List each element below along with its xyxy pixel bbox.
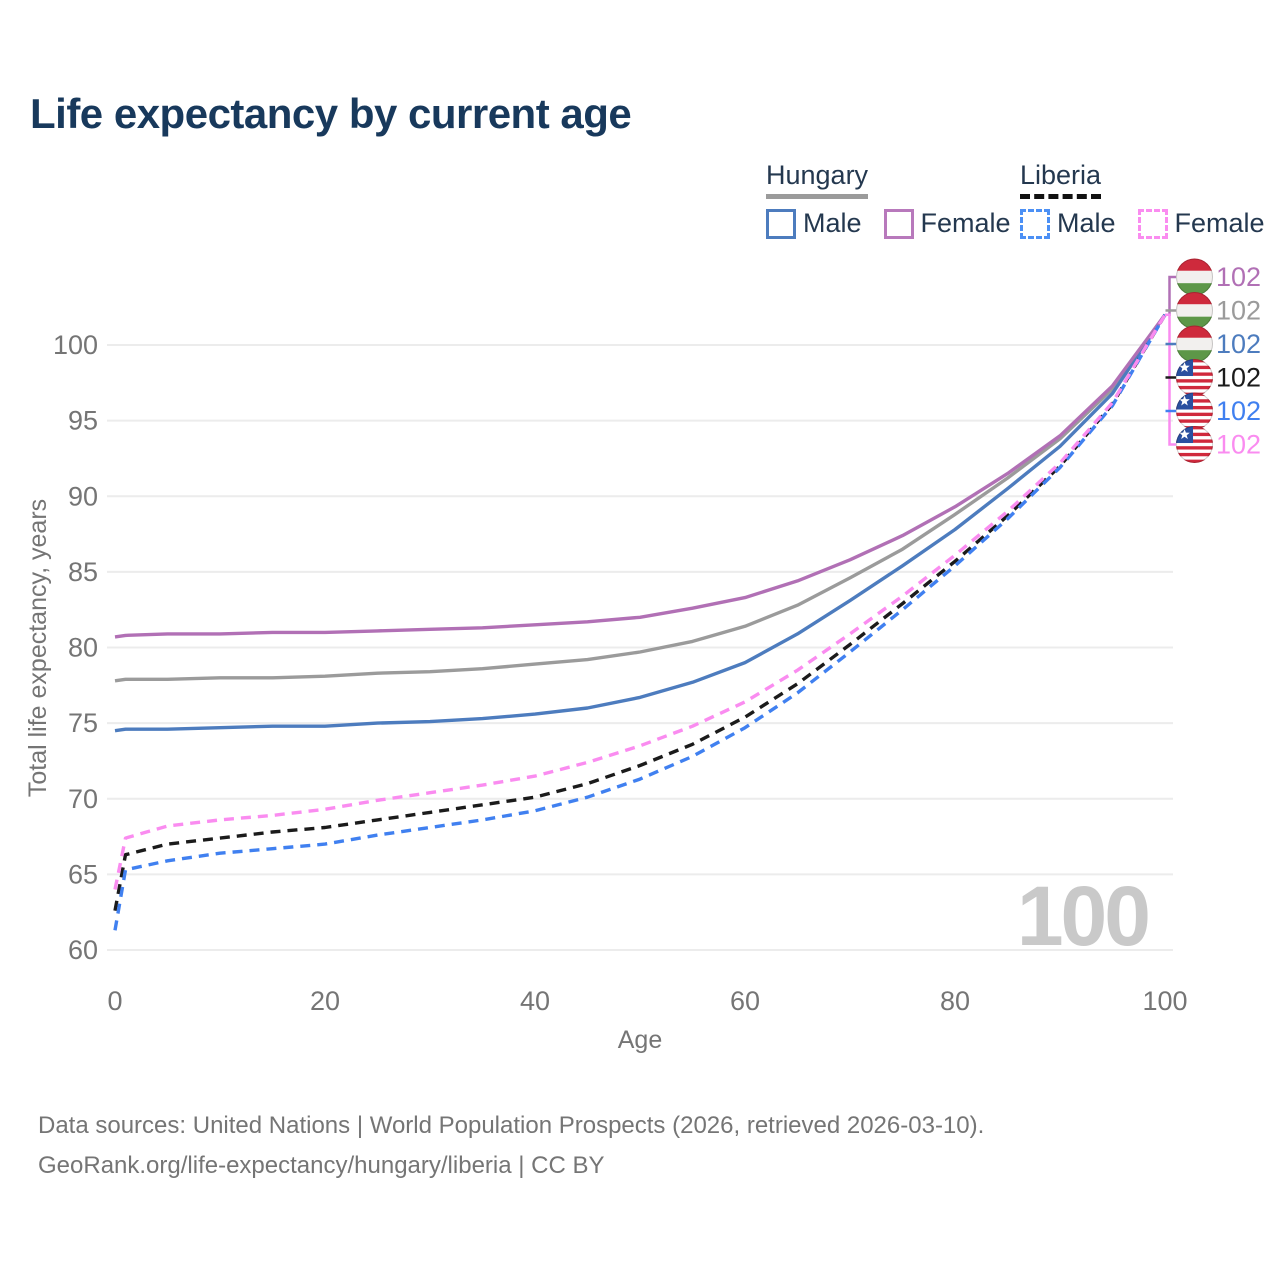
legend-group-hungary: Hungary Male Female xyxy=(766,160,1011,239)
end-label-hungary-female: 102 xyxy=(1216,262,1261,292)
y-tick-label-70: 70 xyxy=(68,784,98,814)
legend-swatch-liberia-female-icon xyxy=(1137,208,1168,239)
legend-label-hungary-male: Male xyxy=(803,208,862,238)
page-title: Life expectancy by current age xyxy=(30,90,632,137)
series-line-hungary-male xyxy=(114,313,1167,733)
flag-border xyxy=(1176,426,1213,463)
legend-group-liberia: Liberia Male Female xyxy=(1020,160,1265,239)
x-tick-label-60: 60 xyxy=(730,986,760,1016)
legend-swatch-hungary-male-icon xyxy=(766,208,796,239)
age-counter-watermark: 100 xyxy=(1016,869,1151,963)
footer: Data sources: United Nations | World Pop… xyxy=(38,1106,1188,1186)
flag-hungary-icon xyxy=(1176,325,1213,363)
y-tick-label-65: 65 xyxy=(68,859,98,889)
series-line-hungary-female xyxy=(114,313,1167,639)
end-label-liberia-total: 102 xyxy=(1216,363,1261,393)
legend-item-hungary-male[interactable]: Male xyxy=(766,208,862,239)
flag-hungary-icon xyxy=(1176,258,1213,296)
y-tick-label-80: 80 xyxy=(68,633,98,663)
series-line-hungary-total xyxy=(114,313,1167,683)
end-bracket-bottom xyxy=(1165,313,1176,446)
legend-label-liberia-male: Male xyxy=(1057,208,1116,238)
legend-country-hungary: Hungary xyxy=(766,160,869,199)
legend-label-hungary-female: Female xyxy=(920,208,1011,238)
legend-swatch-liberia-male-icon xyxy=(1020,208,1050,239)
y-axis-title: Total life expectancy, years xyxy=(24,499,52,797)
legend-item-liberia-female[interactable]: Female xyxy=(1137,208,1265,239)
footer-permalink: GeoRank.org/life-expectancy/hungary/libe… xyxy=(38,1152,605,1179)
y-tick-label-60: 60 xyxy=(68,935,98,965)
y-tick-label-90: 90 xyxy=(68,481,98,511)
x-tick-label-80: 80 xyxy=(940,986,970,1016)
legend-item-liberia-male[interactable]: Male xyxy=(1020,208,1116,239)
x-axis-title: Age xyxy=(618,1026,662,1054)
flag-hungary-icon xyxy=(1176,292,1213,329)
footer-data-sources: Data sources: United Nations | World Pop… xyxy=(38,1112,985,1139)
end-label-liberia-male: 102 xyxy=(1216,396,1261,426)
end-label-hungary-total: 102 xyxy=(1216,296,1261,326)
legend-item-hungary-female[interactable]: Female xyxy=(883,208,1011,239)
x-tick-label-100: 100 xyxy=(1142,986,1187,1016)
legend-country-liberia: Liberia xyxy=(1020,160,1102,199)
legend-swatch-hungary-female-icon xyxy=(883,208,914,239)
x-tick-label-40: 40 xyxy=(520,986,550,1016)
series-line-liberia-total xyxy=(113,313,1167,912)
y-tick-label-75: 75 xyxy=(68,708,98,738)
x-tick-label-20: 20 xyxy=(310,986,340,1016)
legend-label-liberia-female: Female xyxy=(1174,208,1265,238)
series-line-liberia-male xyxy=(113,313,1167,931)
series-line-liberia-female xyxy=(113,313,1167,890)
y-tick-label-95: 95 xyxy=(68,406,98,436)
end-bracket-top xyxy=(1165,275,1176,316)
x-tick-label-0: 0 xyxy=(107,986,122,1016)
end-label-liberia-female: 102 xyxy=(1216,430,1261,460)
y-tick-label-85: 85 xyxy=(68,557,98,587)
y-tick-label-100: 100 xyxy=(53,330,98,360)
flag-liberia-icon xyxy=(1176,392,1213,430)
end-label-hungary-male: 102 xyxy=(1216,329,1261,359)
